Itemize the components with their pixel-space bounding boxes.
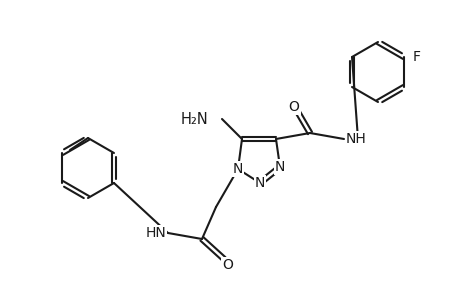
Text: H₂N: H₂N bbox=[180, 112, 207, 127]
Text: N: N bbox=[254, 176, 264, 190]
Text: F: F bbox=[412, 50, 420, 64]
Text: HN: HN bbox=[145, 226, 166, 240]
Text: N: N bbox=[232, 162, 243, 176]
Text: NH: NH bbox=[345, 132, 366, 146]
Text: N: N bbox=[274, 160, 285, 174]
Text: O: O bbox=[288, 100, 299, 114]
Text: O: O bbox=[222, 258, 233, 272]
